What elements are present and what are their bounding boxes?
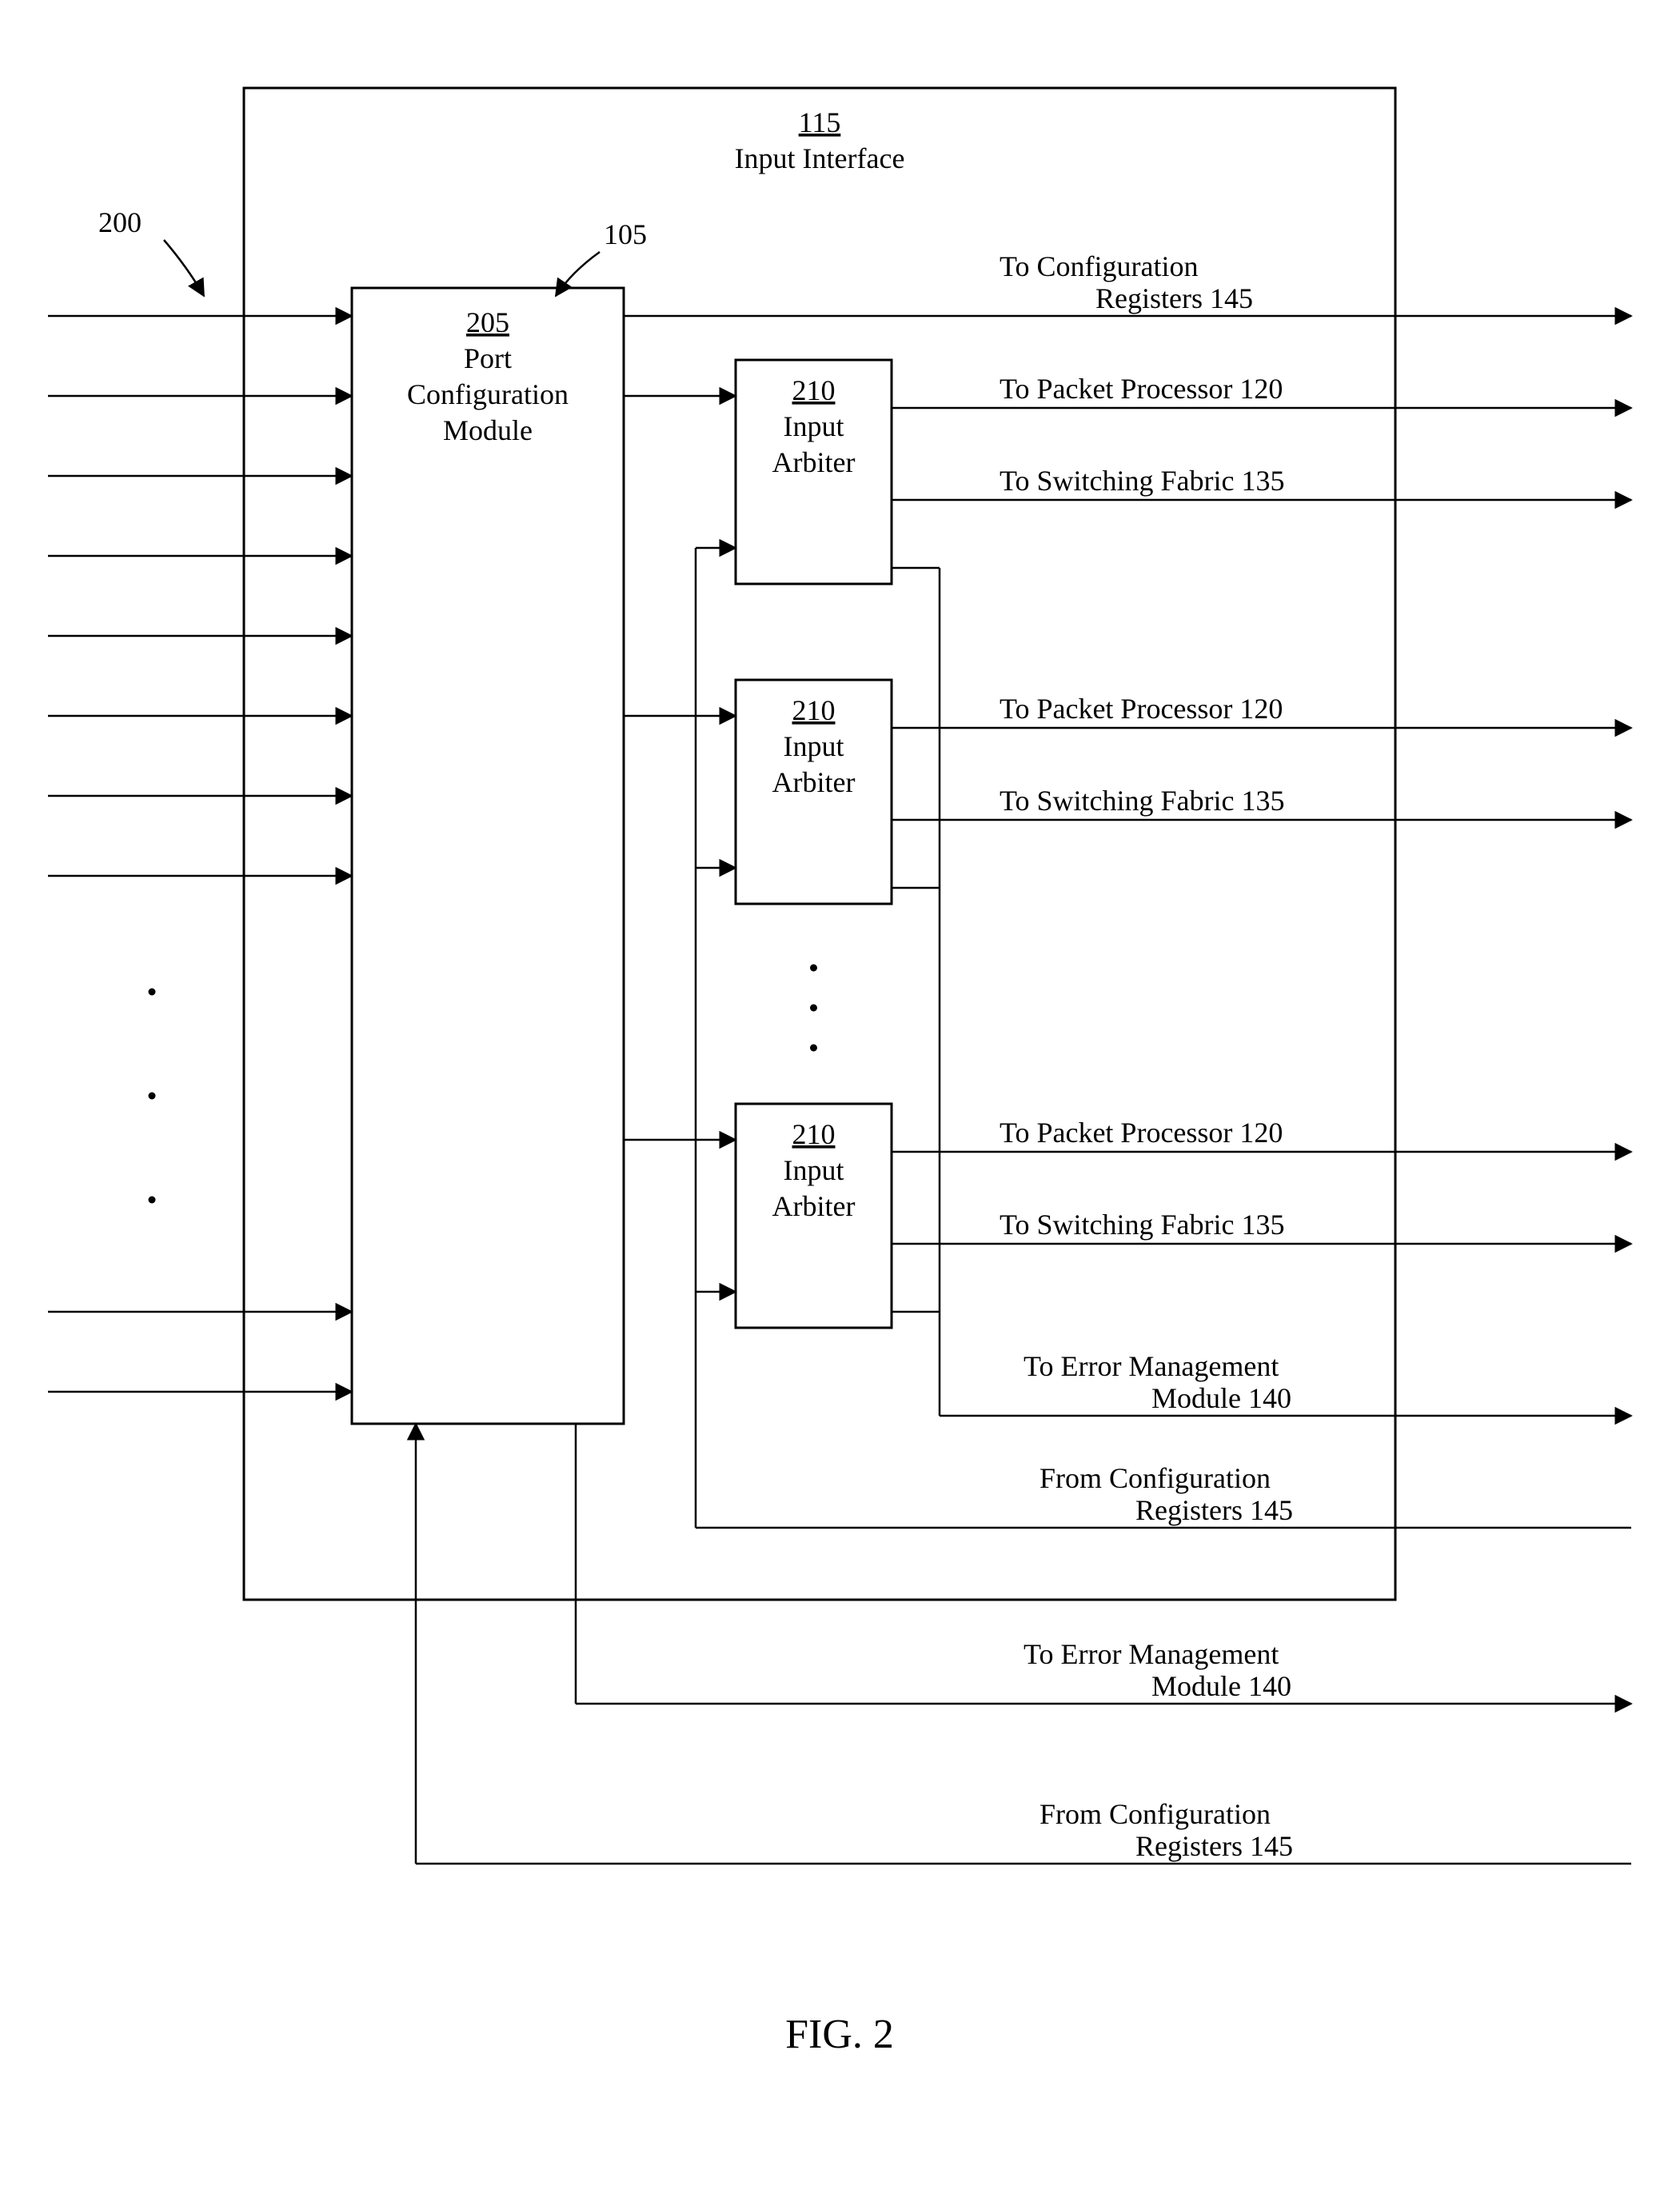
from-cfg-b1: From Configuration: [1040, 1798, 1271, 1830]
ref-105: 105: [604, 218, 647, 250]
port-configuration-module-box: [352, 288, 624, 1424]
to-sw: To Switching Fabric 135: [1000, 785, 1284, 817]
to-cfg-2: Registers 145: [1095, 282, 1253, 314]
ref-200: 200: [98, 206, 142, 238]
outer-title: Input Interface: [735, 142, 905, 174]
to-pkt: To Packet Processor 120: [1000, 693, 1283, 725]
pcm-t2: Configuration: [407, 378, 569, 410]
arb-t1: Input: [784, 410, 844, 442]
to-err-b2: Module 140: [1151, 1670, 1291, 1702]
to-pkt: To Packet Processor 120: [1000, 1117, 1283, 1149]
figure-label: FIG. 2: [785, 2012, 894, 2057]
arb-t2: Arbiter: [772, 766, 856, 798]
arb-t2: Arbiter: [772, 1190, 856, 1222]
to-err-a2: Module 140: [1151, 1382, 1291, 1414]
arb-num: 210: [792, 374, 836, 406]
to-err-a1: To Error Management: [1024, 1350, 1279, 1382]
ellipsis-dot: [149, 1197, 156, 1204]
ref-200-arrow: [164, 240, 204, 296]
ellipsis-dot: [149, 1093, 156, 1100]
from-cfg-b2: Registers 145: [1135, 1830, 1293, 1862]
from-cfg-a2: Registers 145: [1135, 1494, 1293, 1526]
to-sw: To Switching Fabric 135: [1000, 465, 1284, 497]
arb-t1: Input: [784, 730, 844, 762]
arb-t2: Arbiter: [772, 446, 856, 478]
arb-num: 210: [792, 1118, 836, 1150]
to-err-b1: To Error Management: [1024, 1638, 1279, 1670]
to-sw: To Switching Fabric 135: [1000, 1209, 1284, 1241]
ellipsis-dot: [149, 989, 156, 996]
ellipsis-dot: [810, 965, 817, 972]
pcm-t1: Port: [464, 342, 512, 374]
ellipsis-dot: [810, 1045, 817, 1052]
outer-num: 115: [799, 106, 841, 138]
arb-num: 210: [792, 694, 836, 726]
pcm-num: 205: [466, 306, 509, 338]
ellipsis-dot: [810, 1005, 817, 1012]
arb-t1: Input: [784, 1154, 844, 1186]
pcm-t3: Module: [443, 414, 533, 446]
from-cfg-a1: From Configuration: [1040, 1462, 1271, 1494]
ref-105-arrow: [556, 252, 600, 296]
to-cfg-1: To Configuration: [1000, 250, 1198, 282]
to-pkt: To Packet Processor 120: [1000, 373, 1283, 405]
